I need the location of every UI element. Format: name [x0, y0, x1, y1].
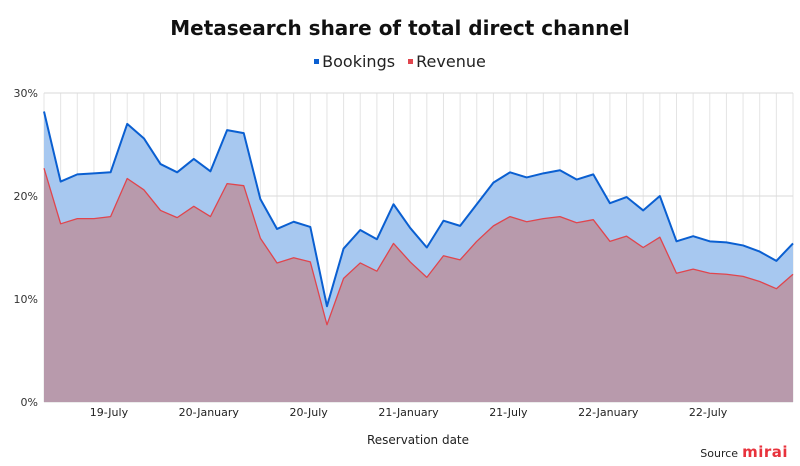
line-bookings [43, 111, 794, 308]
y-tick-label: 20% [14, 190, 38, 203]
y-tick-label: 30% [14, 87, 38, 100]
legend: Bookings Revenue [0, 52, 800, 71]
source-credit: Source mirai [700, 443, 788, 461]
legend-swatch-revenue [408, 59, 414, 64]
mirai-logo: mirai [742, 443, 788, 461]
legend-item-bookings[interactable]: Bookings [314, 52, 395, 71]
x-tick-label: 21-January [378, 406, 439, 419]
x-tick-label: 21-July [489, 406, 528, 419]
chart-title: Metasearch share of total direct channel [170, 16, 630, 40]
x-tick-label: 19-July [90, 406, 129, 419]
legend-swatch-bookings [314, 59, 320, 64]
legend-label-bookings: Bookings [322, 52, 396, 71]
x-axis-label: Reservation date [366, 433, 470, 447]
line-revenue [43, 168, 794, 326]
x-axis-ticks: 19-July 20-January 20-July 21-January 21-Jul… [90, 406, 728, 419]
area-revenue [44, 168, 793, 402]
y-axis-ticks: 0% 10% 20% 30% [14, 87, 38, 409]
legend-item-revenue[interactable]: Revenue [408, 52, 486, 71]
x-tick-label: 20-January [179, 406, 240, 419]
x-tick-label: 20-July [289, 406, 328, 419]
x-tick-label: 22-July [689, 406, 728, 419]
legend-label-revenue: Revenue [416, 52, 486, 71]
series-lines [43, 111, 794, 326]
series-areas [44, 111, 793, 402]
y-tick-label: 10% [14, 293, 38, 306]
x-tick-label: 22-January [578, 406, 639, 419]
source-label: Source [700, 447, 739, 460]
y-tick-label: 0% [21, 396, 38, 409]
